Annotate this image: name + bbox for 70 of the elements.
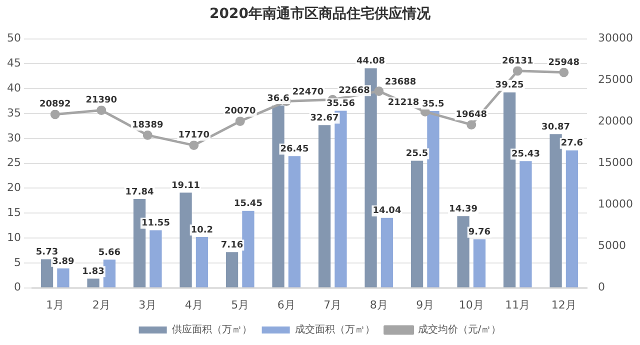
data-label: 5.73: [36, 248, 58, 258]
y2-tick-label: 25000: [598, 73, 634, 86]
data-label: 14.39: [449, 204, 478, 214]
y-tick-label: 5: [14, 256, 21, 269]
y-tick-label: 35: [6, 106, 21, 120]
data-label: 21390: [86, 96, 118, 106]
data-label: 14.04: [372, 206, 402, 216]
y2-tick-label: 15000: [598, 156, 634, 170]
data-label: 17170: [178, 130, 210, 141]
x-tick-label: 7月: [324, 298, 342, 312]
data-label: 32.67: [310, 113, 339, 124]
chart-title: 2020年南通市区商品住宅供应情况: [210, 5, 432, 22]
x-tick-label: 11月: [505, 298, 530, 312]
x-tick-label: 1月: [46, 298, 64, 312]
y2-tick-label: 30000: [598, 32, 634, 45]
y-tick-label: 20: [6, 181, 21, 194]
x-tick-label: 10月: [458, 298, 484, 312]
y-tick-label: 15: [6, 206, 21, 219]
x-tick-label: 8月: [370, 298, 388, 312]
y-tick-label: 50: [6, 32, 21, 45]
data-label: 10.2: [190, 225, 214, 236]
data-label: 20070: [224, 106, 256, 117]
data-label: 7.16: [220, 240, 244, 250]
y-tick-label: 10: [6, 230, 21, 244]
data-label: 20892: [39, 100, 71, 110]
data-label: 1.83: [82, 267, 104, 278]
data-label: 30.87: [542, 122, 570, 132]
data-label: 19648: [456, 110, 488, 120]
data-label: 17.84: [125, 187, 154, 198]
data-label: 18389: [132, 120, 164, 131]
y2-tick-label: 5000: [598, 239, 626, 252]
data-label: 35.5: [422, 99, 444, 110]
data-label: 5.66: [98, 248, 121, 258]
y-tick-label: 45: [6, 56, 21, 70]
y2-tick-label: 20000: [598, 114, 634, 128]
data-label: 22470: [292, 88, 324, 98]
data-label: 36.6: [267, 94, 290, 104]
x-tick-label: 5月: [231, 298, 250, 312]
data-label: 26131: [502, 56, 534, 66]
x-tick-label: 9月: [416, 298, 434, 312]
x-tick-label: 12月: [551, 298, 576, 312]
legend-label: 成交均价（元/㎡）: [418, 324, 502, 336]
x-tick-label: 2月: [92, 298, 110, 312]
y2-tick-label: 10000: [598, 198, 634, 211]
x-tick-label: 3月: [138, 298, 157, 312]
y2-tick-label: 0: [598, 280, 606, 294]
y-tick-label: 25: [6, 156, 21, 170]
data-label: 35.56: [326, 99, 355, 110]
data-label: 27.6: [560, 138, 584, 149]
y-tick-label: 40: [6, 81, 21, 94]
data-label: 19.11: [172, 180, 200, 191]
data-label: 22668: [338, 86, 370, 96]
legend-label: 供应面积（万㎡）: [172, 324, 252, 336]
data-label: 11.55: [141, 218, 170, 229]
y-tick-label: 0: [14, 280, 21, 294]
data-label: 23688: [384, 78, 416, 88]
x-tick-label: 4月: [184, 298, 203, 312]
data-label: 26.45: [280, 144, 309, 154]
data-label: 15.45: [234, 199, 262, 210]
data-label: 39.25: [495, 80, 524, 91]
data-label: 25.5: [406, 149, 428, 160]
data-label: 3.89: [52, 256, 74, 267]
data-label: 44.08: [356, 56, 386, 67]
legend-label: 成交面积（万㎡）: [294, 324, 375, 336]
data-label: 25.43: [511, 150, 540, 160]
data-label: 9.76: [468, 228, 491, 238]
data-label: 25948: [548, 58, 580, 68]
data-label: 21218: [388, 98, 420, 108]
y-tick-label: 30: [6, 131, 21, 144]
x-tick-label: 6月: [277, 298, 296, 312]
